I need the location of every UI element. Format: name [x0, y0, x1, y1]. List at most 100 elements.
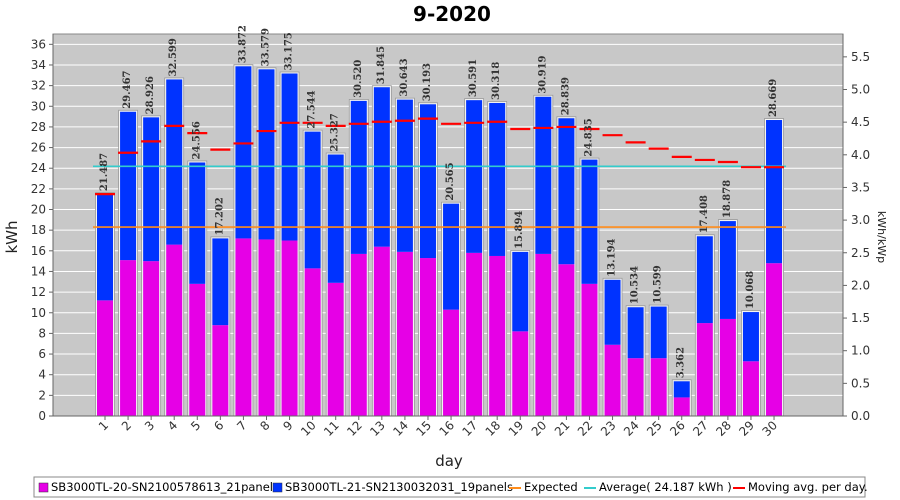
bar-segment-sb3000tl-20 — [304, 268, 321, 416]
bar-segment-sb3000tl-20 — [189, 283, 206, 416]
bar-segment-sb3000tl-21 — [627, 307, 644, 359]
y2-tick-label: 3.5 — [851, 180, 870, 194]
bar-segment-sb3000tl-21 — [189, 162, 206, 284]
bar-segment-sb3000tl-21 — [673, 381, 690, 398]
bar-segment-sb3000tl-21 — [466, 100, 483, 253]
bar-segment-sb3000tl-20 — [120, 260, 137, 416]
bar-segment-sb3000tl-21 — [443, 203, 460, 310]
bar-total-label: 25.327 — [330, 113, 341, 151]
bar-segment-sb3000tl-21 — [350, 100, 367, 254]
y-tick-label: 6 — [38, 347, 46, 361]
legend-label-expected: Expected — [524, 480, 578, 494]
bar-segment-sb3000tl-21 — [97, 194, 113, 301]
bar-segment-sb3000tl-21 — [235, 66, 252, 239]
legend-label-moving-average: Moving avg. per day. — [748, 480, 868, 494]
y-axis-label: kWh — [3, 220, 21, 253]
y-tick-label: 10 — [31, 306, 46, 320]
y-tick-label: 34 — [31, 58, 46, 72]
bar-segment-sb3000tl-20 — [373, 246, 390, 416]
bars — [95, 64, 784, 417]
bar-total-label: 30.643 — [399, 58, 410, 96]
bar-segment-sb3000tl-20 — [258, 239, 275, 416]
bar-segment-sb3000tl-21 — [396, 99, 413, 252]
y-tick-label: 30 — [31, 99, 46, 113]
y-tick-label: 20 — [31, 203, 46, 217]
legend-label-sb3000tl-21: SB3000TL-21-SN2130032031_19panels — [285, 480, 513, 494]
bar-segment-sb3000tl-21 — [766, 120, 783, 264]
bar-segment-sb3000tl-21 — [489, 102, 506, 256]
legend-swatch-sb3000tl-21 — [272, 482, 283, 493]
bar-total-label: 17.408 — [699, 195, 710, 233]
legend-label-sb3000tl-20: SB3000TL-20-SN2100578613_21panels — [51, 480, 279, 494]
x-axis-label: day — [435, 452, 463, 470]
bar-total-label: 15.894 — [514, 211, 525, 249]
bar-total-label: 30.318 — [491, 62, 502, 100]
bar-segment-sb3000tl-21 — [535, 96, 552, 254]
bar-segment-sb3000tl-21 — [650, 306, 667, 359]
bar-segment-sb3000tl-20 — [350, 253, 367, 416]
bar-total-label: 30.193 — [422, 63, 433, 101]
y-tick-label: 8 — [38, 326, 46, 340]
bar-segment-sb3000tl-20 — [235, 238, 252, 416]
bar-segment-sb3000tl-20 — [166, 244, 183, 416]
bar-total-label: 30.919 — [537, 55, 548, 93]
y2-tick-label: 3.0 — [851, 213, 870, 227]
legend-label-average: Average( 24.187 kWh ) — [599, 480, 732, 494]
bar-total-label: 3.362 — [676, 347, 687, 378]
bar-segment-sb3000tl-21 — [604, 279, 621, 345]
bar-segment-sb3000tl-20 — [581, 283, 598, 416]
y-tick-label: 28 — [31, 120, 46, 134]
y-tick-label: 0 — [38, 409, 46, 423]
legend-swatch-sb3000tl-20 — [38, 482, 49, 493]
bar-segment-sb3000tl-20 — [281, 240, 298, 416]
y-tick-label: 14 — [31, 264, 46, 278]
bar-segment-sb3000tl-20 — [443, 309, 460, 416]
y-tick-label: 22 — [31, 182, 46, 196]
bar-segment-sb3000tl-21 — [581, 159, 598, 284]
bar-segment-sb3000tl-20 — [327, 282, 344, 416]
bar-segment-sb3000tl-21 — [558, 118, 575, 265]
y2-tick-label: 0.5 — [851, 376, 870, 390]
bar-total-label: 10.599 — [653, 265, 664, 303]
bar-segment-sb3000tl-20 — [97, 300, 113, 416]
reference-lines — [93, 165, 787, 228]
bar-segment-sb3000tl-20 — [396, 251, 413, 416]
bar-segment-sb3000tl-21 — [120, 111, 137, 261]
bar-total-label: 20.565 — [445, 162, 456, 200]
y2-tick-label: 5.0 — [851, 83, 870, 97]
bar-segment-sb3000tl-20 — [719, 318, 736, 416]
bar-segment-sb3000tl-21 — [281, 73, 298, 241]
bar-segment-sb3000tl-21 — [143, 117, 160, 262]
bar-segment-sb3000tl-20 — [696, 323, 713, 416]
y-tick-label: 24 — [31, 161, 46, 175]
y2-tick-label: 1.0 — [851, 344, 870, 358]
y2-tick-label: 5.5 — [851, 50, 870, 64]
bar-segment-sb3000tl-20 — [650, 358, 667, 416]
data-labels: 21.487 29.467 28.926 32.599 24.556 17.202 33.8… — [99, 25, 779, 378]
y-tick-label: 2 — [38, 388, 46, 402]
bar-segment-sb3000tl-20 — [419, 258, 436, 416]
bar-segment-sb3000tl-21 — [719, 221, 736, 319]
y-tick-label: 18 — [31, 223, 46, 237]
bar-total-label: 32.599 — [168, 38, 179, 76]
bar-total-label: 33.579 — [260, 28, 271, 66]
bar-total-label: 33.175 — [284, 32, 295, 70]
bar-segment-sb3000tl-21 — [419, 104, 436, 259]
y-tick-label: 16 — [31, 244, 46, 258]
bar-segment-sb3000tl-21 — [327, 154, 344, 283]
y2-tick-label: 2.5 — [851, 246, 870, 260]
bar-total-label: 28.669 — [768, 79, 779, 117]
bar-total-label: 27.544 — [307, 90, 318, 128]
y-tick-label: 26 — [31, 141, 46, 155]
bar-segment-sb3000tl-20 — [143, 261, 160, 416]
bar-segment-sb3000tl-20 — [466, 252, 483, 416]
bar-segment-sb3000tl-20 — [212, 325, 229, 416]
bar-total-label: 30.591 — [468, 59, 479, 97]
bar-segment-sb3000tl-20 — [766, 263, 783, 416]
moving-average-marks — [95, 117, 785, 196]
y2-tick-label: 4.5 — [851, 115, 870, 129]
bar-total-label: 24.556 — [191, 121, 202, 159]
y-tick-label: 32 — [31, 79, 46, 93]
